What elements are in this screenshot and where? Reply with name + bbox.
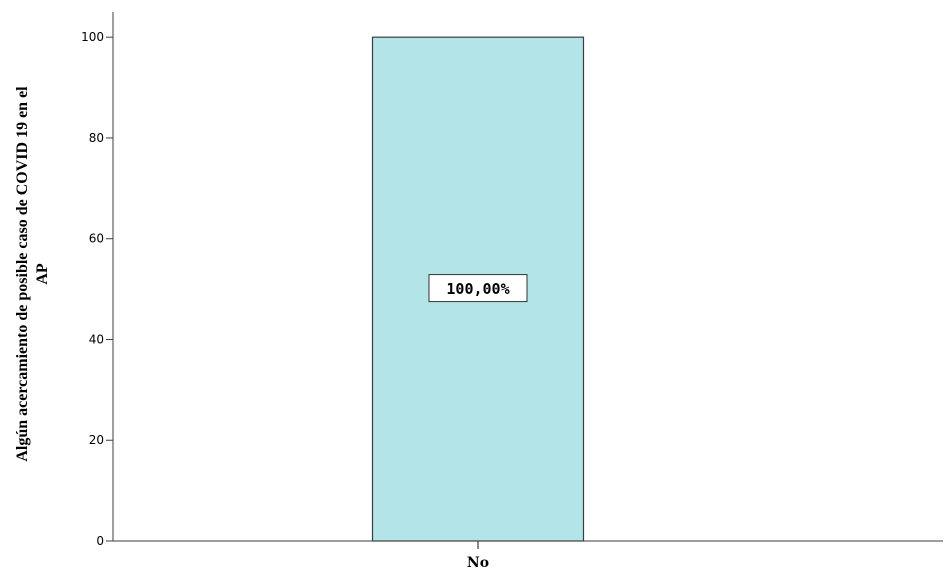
y-axis-title: Algún acercamiento de posible caso de CO…: [14, 86, 51, 462]
data-label: 100,00%: [446, 280, 509, 298]
y-axis-title-line-2: AP: [34, 263, 51, 285]
y-tick-label-60: 60: [89, 232, 104, 246]
y-tick-label-0: 0: [96, 534, 104, 548]
y-axis-title-line-1: Algún acercamiento de posible caso de CO…: [14, 86, 31, 462]
y-tick-label-100: 100: [81, 30, 104, 44]
x-tick-label-no: No: [467, 555, 489, 571]
y-tick-label-40: 40: [89, 332, 104, 346]
labels: No 100,00%: [428, 274, 528, 571]
y-tick-label-20: 20: [89, 433, 104, 447]
y-tick-label-80: 80: [89, 131, 104, 145]
data-label-box: [428, 274, 528, 303]
axes: 0 20 40 60 80 100: [81, 12, 943, 549]
